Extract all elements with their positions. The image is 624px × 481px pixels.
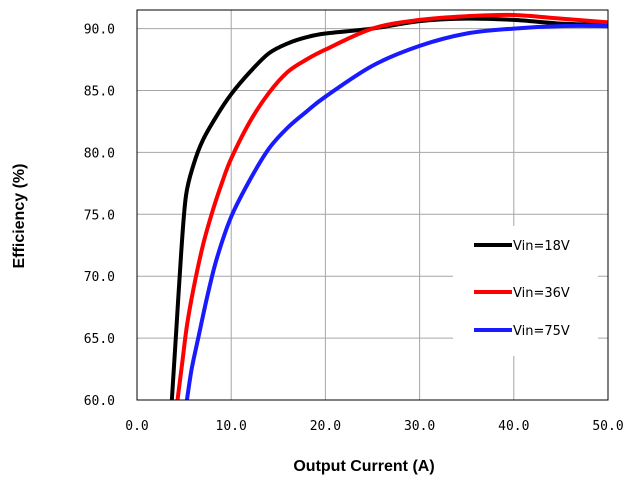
x-tick-label: 40.0 [498, 419, 529, 434]
y-tick-label: 85.0 [84, 84, 115, 99]
legend-label: Vin=75V [513, 324, 570, 339]
series-line-1 [169, 16, 609, 401]
y-axis-title: Efficiency (%) [11, 164, 28, 269]
y-axis-ticks: 60.0 65.0 70.0 75.0 80.0 85.0 90.0 [84, 23, 115, 409]
x-axis-title: Output Current (A) [293, 458, 434, 475]
series-line-2 [175, 12, 609, 401]
plot-border [136, 9, 609, 401]
x-tick-label: 0.0 [125, 419, 148, 434]
y-tick-label: 70.0 [84, 270, 115, 285]
y-tick-label: 90.0 [84, 23, 115, 38]
series-lines [169, 12, 609, 401]
legend: Vin=18V Vin=36V Vin=75V [453, 226, 598, 356]
legend-label: Vin=36V [513, 286, 570, 301]
y-tick-label: 80.0 [84, 146, 115, 161]
x-tick-label: 20.0 [310, 419, 341, 434]
y-tick-label: 75.0 [84, 208, 115, 223]
x-axis-ticks: 0.0 10.0 20.0 30.0 40.0 50.0 [125, 419, 623, 434]
x-tick-label: 30.0 [404, 419, 435, 434]
x-tick-label: 10.0 [216, 419, 247, 434]
y-tick-label: 60.0 [84, 394, 115, 409]
legend-label: Vin=18V [513, 239, 570, 254]
x-tick-label: 50.0 [592, 419, 623, 434]
y-tick-label: 65.0 [84, 332, 115, 347]
series-line-3 [184, 23, 609, 401]
